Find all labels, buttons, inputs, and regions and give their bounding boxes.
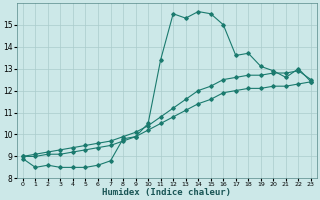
X-axis label: Humidex (Indice chaleur): Humidex (Indice chaleur) bbox=[102, 188, 231, 197]
